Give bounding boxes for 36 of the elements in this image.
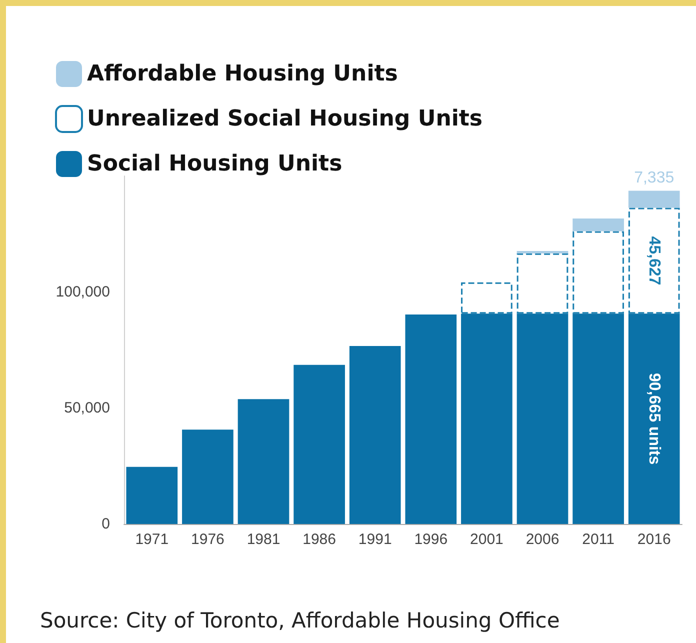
bar: [516, 253, 568, 314]
legend-label: Unrealized Social Housing Units: [87, 106, 483, 132]
bar: [516, 314, 568, 524]
x-tick-label: 1971: [135, 531, 169, 548]
x-tick-label: 1986: [302, 531, 336, 548]
x-tick-label: 1991: [358, 531, 392, 548]
x-tick-label: 2001: [470, 531, 504, 548]
bar: [238, 399, 290, 524]
bar: [572, 231, 624, 314]
bar: [628, 208, 680, 314]
bar: [405, 314, 457, 524]
data-label: 7,335: [634, 169, 674, 186]
y-tick-label: 50,000: [64, 400, 110, 416]
bar: [182, 430, 234, 524]
bar: [461, 282, 512, 314]
legend-label: Affordable Housing Units: [87, 62, 398, 86]
bar: [349, 346, 401, 524]
y-tick-label: 100,000: [56, 284, 110, 300]
bar: [126, 466, 178, 524]
source-note: Source: City of Toronto, Affordable Housing Office: [40, 608, 560, 632]
y-tick-label: 0: [102, 516, 110, 532]
x-tick-label: 1976: [191, 531, 224, 548]
data-label: 45,627: [646, 236, 663, 286]
bar: [628, 314, 680, 524]
x-tick-label: 1996: [414, 531, 448, 548]
bar: [572, 314, 624, 524]
bar: [572, 218, 624, 232]
x-tick-label: 2016: [637, 531, 671, 548]
bar: [461, 314, 512, 524]
legend-label: Social Housing Units: [87, 152, 342, 176]
x-tick-label: 2011: [582, 531, 614, 548]
bar: [628, 190, 680, 208]
x-tick-label: 1981: [246, 531, 280, 548]
data-label: 90,665 units: [646, 373, 663, 465]
bar: [294, 364, 345, 524]
x-tick-label: 2006: [526, 531, 560, 548]
